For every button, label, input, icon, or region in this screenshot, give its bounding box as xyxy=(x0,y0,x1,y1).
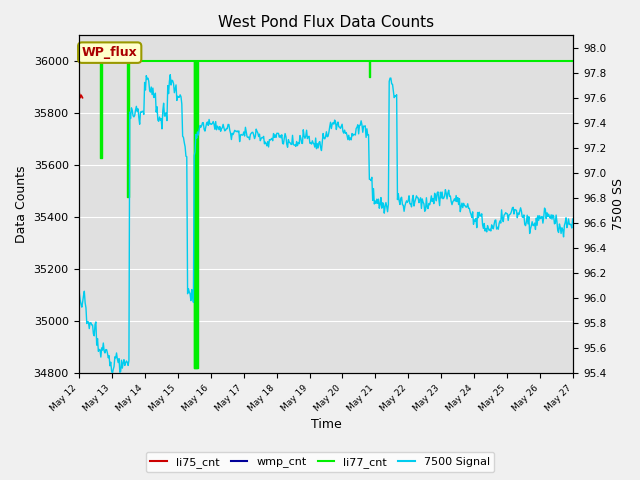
Y-axis label: Data Counts: Data Counts xyxy=(15,166,28,243)
Y-axis label: 7500 SS: 7500 SS xyxy=(612,179,625,230)
Title: West Pond Flux Data Counts: West Pond Flux Data Counts xyxy=(218,15,434,30)
Text: WP_flux: WP_flux xyxy=(82,46,138,59)
X-axis label: Time: Time xyxy=(310,419,341,432)
Legend: li75_cnt, wmp_cnt, li77_cnt, 7500 Signal: li75_cnt, wmp_cnt, li77_cnt, 7500 Signal xyxy=(146,452,494,472)
